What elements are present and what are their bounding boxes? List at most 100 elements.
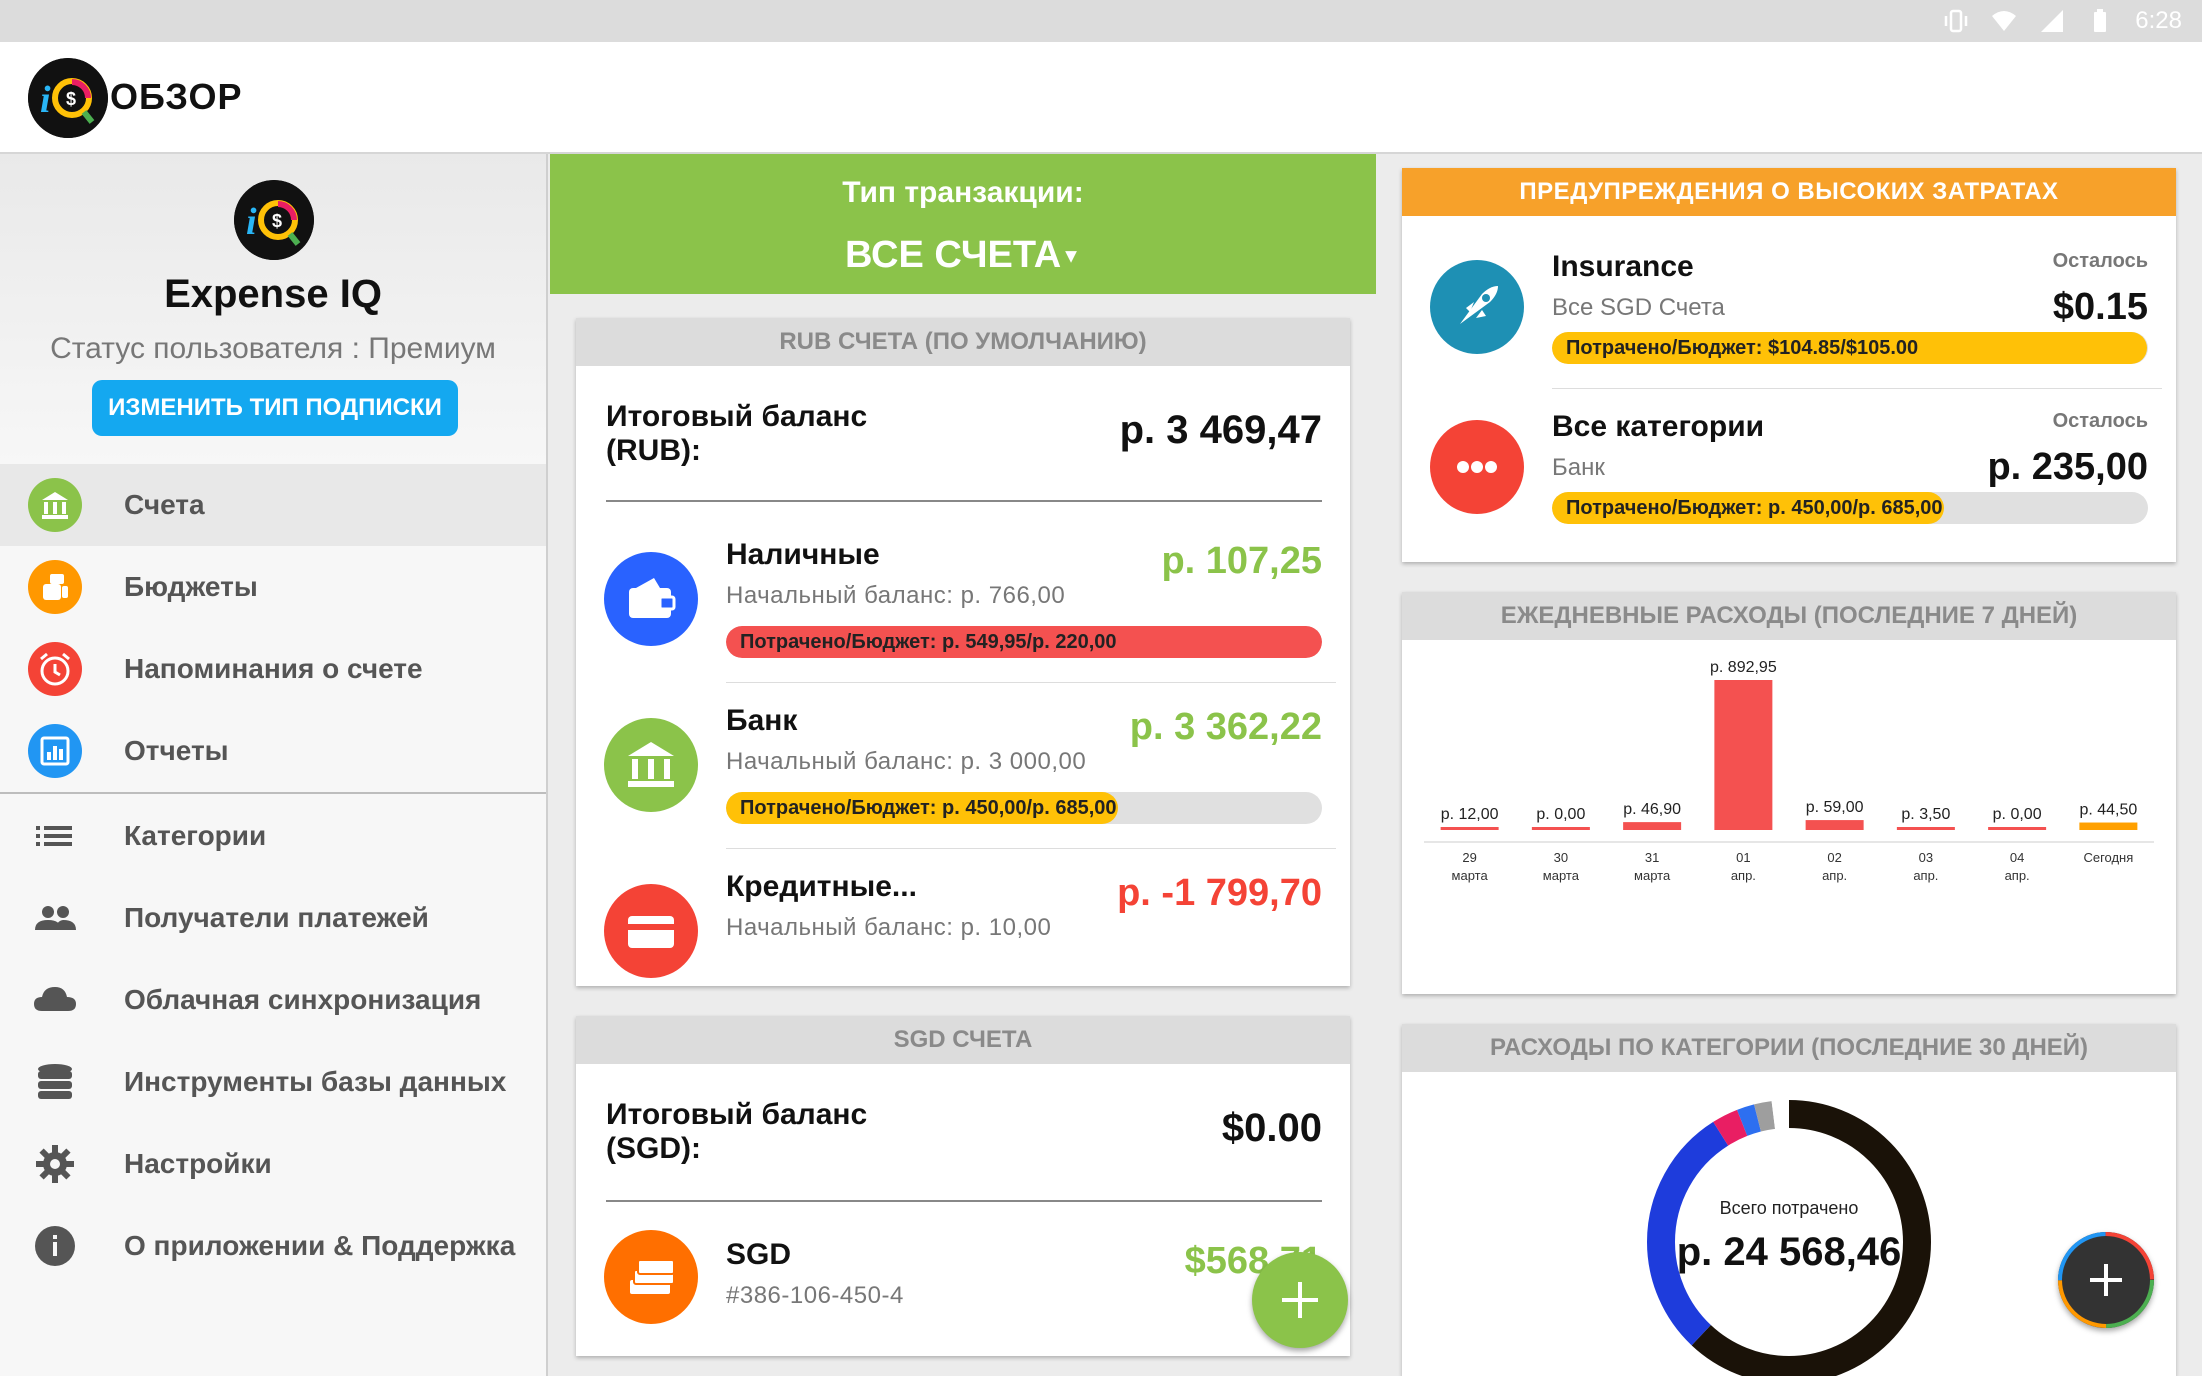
wifi-icon [1992, 11, 2017, 31]
account-name: Банк [726, 704, 798, 737]
credit-card-icon [604, 884, 698, 978]
list-icon [36, 826, 72, 846]
svg-text:$: $ [66, 89, 76, 109]
chart-bar [2079, 822, 2138, 830]
database-icon [38, 1064, 72, 1099]
budget-progress-text: Потрачено/Бюджет: р. 549,95/р. 220,00 [740, 631, 1117, 653]
account-name: SGD [726, 1238, 792, 1271]
alarm-icon [28, 642, 82, 696]
info-icon [35, 1226, 75, 1266]
quick-add-fab[interactable] [2058, 1232, 2154, 1328]
chart-bar [1714, 680, 1773, 830]
sidebar-item-bill-reminders[interactable]: Напоминания о счете [0, 628, 546, 710]
warning-account: Все SGD Счета [1552, 294, 1725, 321]
bar-value-label: р. 12,00 [1441, 806, 1499, 823]
bank-icon [28, 478, 82, 532]
x-tick-label: апр. [1913, 868, 1938, 883]
gear-icon [36, 1145, 74, 1183]
daily-expenses-chart: р. 12,00 29 марта р. 0,00 30 марта р. 46,90 31 м… [1424, 659, 2154, 883]
sidebar-item-database-tools[interactable]: Инструменты базы данных [0, 1041, 546, 1123]
sidebar-item-label: Облачная синхронизация [124, 984, 482, 1015]
app-name: Expense IQ [164, 272, 382, 316]
x-tick-label: апр. [2005, 868, 2030, 883]
sidebar-item-reports[interactable]: Отчеты [0, 710, 546, 792]
bar-value-label: р. 0,00 [1993, 806, 2042, 823]
sidebar-item-settings[interactable]: Настройки [0, 1123, 546, 1205]
sidebar-item-categories[interactable]: Категории [0, 795, 546, 877]
bar-value-label: р. 3,50 [1901, 806, 1950, 823]
sidebar-item-label: Получатели платежей [124, 902, 429, 933]
sidebar-item-about-support[interactable]: О приложении & Поддержка [0, 1205, 546, 1287]
budget-progress-bar: Потрачено/Бюджет: р. 549,95/р. 220,00 [726, 626, 1322, 658]
sidebar-item-label: Настройки [124, 1148, 272, 1179]
account-name: Наличные [726, 538, 880, 571]
high-spending-warnings-card: ПРЕДУПРЕЖДЕНИЯ О ВЫСОКИХ ЗАТРАТАХ Insura… [1402, 168, 2176, 562]
svg-text:i: i [246, 201, 257, 243]
cloud-icon [34, 987, 76, 1011]
chart-bar [1805, 820, 1864, 830]
sidebar-item-label: Бюджеты [124, 571, 258, 602]
svg-text:$: $ [272, 211, 282, 231]
more-icon [1430, 420, 1524, 514]
divider [1552, 388, 2162, 389]
warning-name: Все категории [1552, 410, 1765, 443]
profile-header: i $ Expense IQ Статус пользователя : Пре… [0, 154, 546, 464]
app-logo-icon: i $ [28, 58, 108, 138]
accounts-filter-dropdown[interactable]: ВСЕ СЧЕТА▼ [550, 234, 1376, 277]
total-balance-value: $0.00 [1221, 1106, 1322, 1150]
x-tick-label: 29 [1462, 850, 1476, 865]
account-number: #386-106-450-4 [726, 1282, 904, 1309]
account-opening-balance: Начальный баланс: р. 766,00 [726, 582, 1066, 609]
change-subscription-button[interactable]: ИЗМЕНИТЬ ТИП ПОДПИСКИ [92, 380, 458, 436]
page-title: ОБЗОР [110, 76, 243, 117]
budget-progress-bar: Потрачено/Бюджет: р. 450,00/р. 685,00 [726, 792, 1322, 824]
status-bar: 6:28 [0, 0, 2202, 42]
x-tick-label: марта [1543, 868, 1580, 883]
donut-slice [1647, 1100, 1931, 1376]
card-title: ЕЖЕДНЕВНЫЕ РАСХОДЫ (ПОСЛЕДНИЕ 7 ДНЕЙ) [1402, 592, 2176, 640]
add-transaction-fab[interactable] [1252, 1252, 1348, 1348]
chart-bar [1988, 827, 2047, 830]
chart-bar [1531, 827, 1590, 830]
x-tick-label: 01 [1736, 850, 1750, 865]
account-name: Кредитные... [726, 870, 917, 903]
sidebar-item-accounts[interactable]: Счета [0, 464, 546, 546]
budget-progress-bar: Потрачено/Бюджет: $104.85/$105.00 [1552, 332, 2148, 364]
sidebar-item-label: Напоминания о счете [124, 653, 423, 684]
x-tick-label: 03 [1919, 850, 1933, 865]
account-balance: р. 107,25 [1161, 540, 1322, 582]
budget-progress-fill [726, 626, 1322, 658]
sidebar-item-label: Инструменты базы данных [124, 1066, 507, 1097]
app-bar: i $ ОБЗОР [0, 42, 2202, 154]
total-balance-label: Итоговый баланс (SGD): [606, 1098, 868, 1165]
bar-value-label: р. 44,50 [2079, 802, 2137, 819]
budget-progress-text: Потрачено/Бюджет: р. 450,00/р. 685,00 [740, 797, 1117, 819]
x-tick-label: Сегодня [2083, 850, 2133, 865]
x-tick-label: апр. [1731, 868, 1756, 883]
total-balance-value: р. 3 469,47 [1119, 408, 1322, 452]
x-tick-label: 31 [1645, 850, 1659, 865]
sidebar-item-cloud-sync[interactable]: Облачная синхронизация [0, 959, 546, 1041]
sidebar-item-budgets[interactable]: Бюджеты [0, 546, 546, 628]
chart-bar [1896, 827, 1955, 830]
divider [606, 500, 1322, 502]
remaining-value: $0.15 [2052, 286, 2148, 328]
x-tick-label: 04 [2010, 850, 2024, 865]
remaining-value: р. 235,00 [1987, 446, 2148, 488]
wallet-icon [604, 552, 698, 646]
warning-account: Банк [1552, 454, 1605, 481]
bar-value-label: р. 59,00 [1806, 799, 1864, 816]
budget-progress-fill [1552, 332, 2148, 364]
divider [726, 848, 1336, 849]
chart-bar [1440, 827, 1499, 830]
sidebar-item-payees[interactable]: Получатели платежей [0, 877, 546, 959]
budget-progress-fill [726, 792, 1118, 824]
donut-center-label: Всего потрачено [1719, 1198, 1859, 1218]
category-donut-chart [1647, 1100, 1931, 1376]
card-title: RUB СЧЕТА (ПО УМОЛЧАНИЮ) [576, 318, 1350, 366]
vibrate-icon [1945, 9, 1968, 33]
divider [606, 1200, 1322, 1202]
accounts-filter-value: ВСЕ СЧЕТА [845, 234, 1062, 276]
plus-icon [2058, 1232, 2154, 1328]
navigation-drawer: i $ Expense IQ Статус пользователя : Пре… [0, 154, 548, 1376]
